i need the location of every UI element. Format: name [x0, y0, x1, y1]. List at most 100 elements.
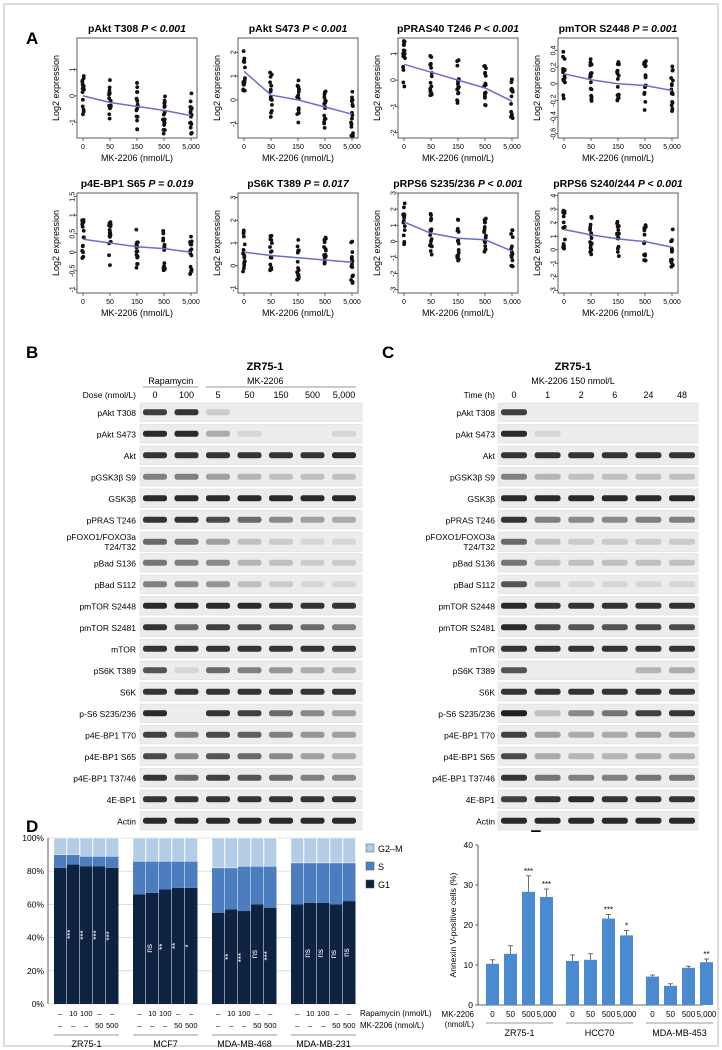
blot-row-label: pmTOR S2448: [438, 602, 495, 612]
blot-band: [332, 817, 356, 824]
data-point: [616, 224, 621, 228]
blot-band: [143, 581, 167, 588]
data-point: [161, 131, 166, 136]
data-point: [270, 103, 274, 107]
data-point: [242, 60, 247, 64]
x-tick-label: 500: [158, 299, 170, 306]
rapamycin-dose: –: [347, 1009, 352, 1018]
data-point: [483, 70, 488, 75]
y-tick-label: -3: [551, 287, 558, 293]
bar-g2m: [105, 837, 119, 857]
y-tick-label: 40%: [27, 933, 44, 943]
data-point: [615, 97, 620, 101]
bar-g1: [106, 867, 119, 1004]
data-point: [350, 274, 355, 279]
x-tick-label: 0: [81, 144, 85, 151]
blot-band: [669, 710, 695, 717]
blot-background: [497, 789, 699, 809]
blot-band: [300, 774, 325, 781]
data-point: [188, 125, 193, 130]
data-point: [269, 265, 274, 270]
blot-band: [174, 495, 199, 502]
blot-band: [332, 559, 356, 566]
blot-band: [501, 710, 527, 717]
blot-band: [534, 452, 561, 459]
mk2206-dose: 50: [95, 1021, 103, 1030]
panel-letter-c: C: [382, 343, 394, 362]
blot-strip: [139, 488, 363, 508]
blot-band: [568, 753, 595, 760]
significance-label: ***: [524, 867, 533, 876]
significance-label: ***: [105, 931, 114, 940]
blot-strip: [139, 574, 363, 594]
blot-band: [237, 602, 262, 609]
blot-background: [497, 703, 699, 723]
bar-g2m: [342, 837, 356, 864]
scatter-subplot: p4E-BP1 S65 P = 0.019 -1 -0.5 0 0.5 1 1.5 0 50 15…: [51, 178, 200, 318]
bar-g2m: [237, 837, 251, 867]
blot-band: [237, 559, 262, 566]
bar-g2m: [145, 837, 159, 862]
x-axis-label: MK-2206 (nmol/L): [101, 308, 173, 318]
blot-band: [501, 409, 527, 416]
blot-band: [534, 753, 561, 760]
x-axis-label: MK-2206 (nmol/L): [262, 153, 334, 163]
blot-band: [635, 774, 662, 781]
blot-band: [269, 688, 293, 695]
data-point: [402, 201, 407, 206]
data-point: [189, 253, 194, 258]
blot-band: [635, 753, 662, 760]
y-tick-label: -1: [391, 103, 398, 109]
data-point: [455, 63, 460, 68]
blot-strip: [139, 402, 363, 422]
panel-letter-b: B: [26, 343, 38, 362]
y-axis-label: Log2 expression: [51, 55, 61, 121]
blot-row-label: pmTOR S2481: [79, 623, 136, 633]
subplot-protein: pmTOR S2448: [559, 23, 633, 35]
scatter-subplot: pAkt T308 P < 0.001 -1 0 1 0 50 150 500 5,000 MK-…: [51, 23, 200, 163]
data-point: [242, 255, 247, 260]
x-tick-label: 5,000: [503, 144, 521, 151]
blot-band: [269, 710, 293, 717]
blot-band: [143, 731, 167, 738]
data-point: [269, 255, 274, 260]
mk2206-dose: –: [84, 1021, 89, 1030]
x-tick-label: 5,000: [663, 299, 681, 306]
blot-band: [300, 817, 325, 824]
rapamycin-dose: 10: [227, 1009, 235, 1018]
y-tick-label: 1: [70, 213, 77, 217]
significance-label: *: [625, 922, 628, 931]
y-tick-label: 1: [231, 241, 238, 245]
blot-band: [206, 753, 230, 760]
data-point: [589, 236, 594, 241]
blot-band: [568, 495, 595, 502]
data-point: [456, 258, 460, 263]
blot-strip: [497, 488, 699, 508]
cell-line-label: MDA-MB-468: [217, 1039, 272, 1049]
blot-band: [534, 710, 561, 717]
blot-band: [300, 516, 325, 523]
bar: [566, 961, 579, 1005]
data-point: [241, 234, 246, 239]
blot-band: [501, 645, 527, 652]
x-tick-label: 5,000: [696, 1010, 717, 1019]
blot-band: [501, 667, 527, 674]
data-point: [107, 223, 111, 228]
blot-row-label: Actin: [476, 817, 495, 827]
legend-swatch: [365, 879, 375, 889]
data-point: [561, 96, 566, 101]
blot-row-label: mTOR: [111, 645, 136, 655]
data-point: [510, 235, 515, 240]
blot-strip: [139, 424, 363, 444]
blot-band: [206, 559, 230, 566]
x-tick-label: 150: [131, 299, 143, 306]
data-point: [80, 97, 85, 102]
blot-band: [332, 495, 356, 502]
data-point: [561, 214, 566, 219]
bar: [486, 963, 499, 1005]
significance-label: ***: [542, 880, 551, 889]
data-point: [322, 245, 327, 249]
blot-band: [568, 645, 595, 652]
mk2206-dose: –: [242, 1021, 247, 1030]
data-point: [509, 253, 514, 258]
